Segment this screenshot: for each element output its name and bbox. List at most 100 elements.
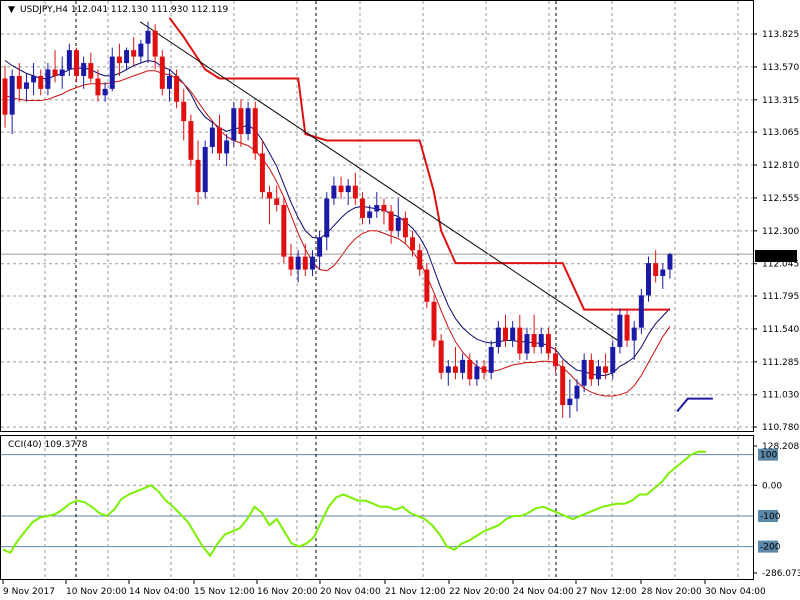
trailing-stop-line [168,17,670,311]
candle-body [538,334,544,347]
candle-body [45,69,51,89]
cci-level-label: -200 [760,543,781,553]
candle-body [474,366,480,380]
cci-level-label: 100 [760,451,777,461]
candle-body [317,237,323,257]
candle-body [267,192,273,199]
price-axis: 113.825 113.570 113.315 113.065 112.810 112.5… [753,30,799,433]
candle-body [345,185,351,193]
price-tick-label: 110.780 [762,423,799,433]
trend-line [1,21,753,341]
candle-body [445,366,451,373]
price-tick-label: 112.810 [762,161,799,171]
price-tick-label: 113.570 [762,63,799,73]
candle-body [166,75,172,89]
stop-lines [168,17,713,413]
candle-body [224,140,230,154]
candle-body [131,50,137,57]
cci-axis: 128.2088100 0.00 -100 -200 -286.0737 [753,442,800,579]
candle-body [2,78,8,115]
price-tick-label: 111.540 [762,325,799,335]
candle-body [481,366,487,373]
candle-body [374,205,380,212]
candle-body [217,127,222,154]
candle-body [124,50,130,64]
price-tick-label: 111.030 [762,391,799,401]
cci-series-line [2,450,707,558]
candle-body [631,327,637,341]
time-tick-label: 9 Nov 2017 [3,587,55,597]
buy-stop-line [676,397,713,413]
candle-body [360,198,365,218]
candle-body [495,327,501,347]
candle-body [52,69,58,76]
price-tick-label: 113.315 [762,96,799,106]
candle-body [653,263,659,276]
price-tick-label: 111.795 [762,292,799,302]
time-tick-label: 20 Nov 04:00 [320,587,381,597]
candle-body [581,359,587,386]
candle-body [402,217,408,238]
price-tick-label: 112.045 [762,260,799,270]
candle-body [302,256,308,270]
price-tick-label: 112.300 [762,227,799,237]
candle-body [245,108,251,135]
time-tick-label: 30 Nov 04:00 [705,587,766,597]
cci-level-label: -100 [760,512,781,522]
candle-body [66,50,72,70]
candlesticks [2,21,673,418]
candle-body [9,75,15,115]
candle-body [274,198,280,206]
price-tick-label: 113.825 [762,30,799,40]
candle-body [660,269,666,276]
candle-body [624,314,630,341]
candle-body [74,50,79,76]
candle-body [181,101,187,122]
time-tick-label: 22 Nov 20:00 [449,587,510,597]
candle-body [195,159,201,193]
candle-body [467,359,473,380]
main-title-arrow-icon: ▼ [8,5,15,15]
candle-body [567,398,573,406]
candle-body [81,63,87,76]
cci-line [2,450,707,558]
candle-body [638,295,644,328]
candle-body [646,263,651,296]
candle-body [388,211,394,231]
price-tick-label: 111.285 [762,358,799,368]
candle-body [288,256,294,270]
time-tick-label: 28 Nov 20:00 [641,587,702,597]
candle-body [102,88,108,96]
candle-body [202,146,208,193]
candle-body [59,69,65,76]
cci-plot-border [0,435,754,580]
candle-body [38,75,44,89]
time-tick-label: 16 Nov 20:00 [257,587,318,597]
candle-body [152,30,158,57]
candle-body [159,56,165,89]
candle-body [309,256,315,270]
candle-body [531,334,537,347]
moving-averages [4,59,671,397]
candle-body [95,78,101,96]
candle-body [231,108,237,141]
cci-tick-label: 0.00 [762,481,782,491]
candle-body [424,269,430,302]
candle-body [188,121,194,160]
candle-body [252,108,258,154]
candle-body [410,237,416,251]
candle-body [560,366,566,406]
chart-title: USDJPY,H4 112.041 112.130 111.930 112.11… [20,5,229,15]
candle-body [281,205,287,257]
cci-grid [1,454,753,548]
candle-body [381,205,387,212]
candle-body [460,359,466,373]
candle-body [431,301,437,341]
cci-level-badge [758,509,778,522]
cci-level-badge [758,448,778,461]
candle-body [488,346,494,373]
current-price-box [755,250,797,262]
candle-body [517,327,523,354]
candle-body [145,30,151,44]
candle-body [31,75,37,83]
